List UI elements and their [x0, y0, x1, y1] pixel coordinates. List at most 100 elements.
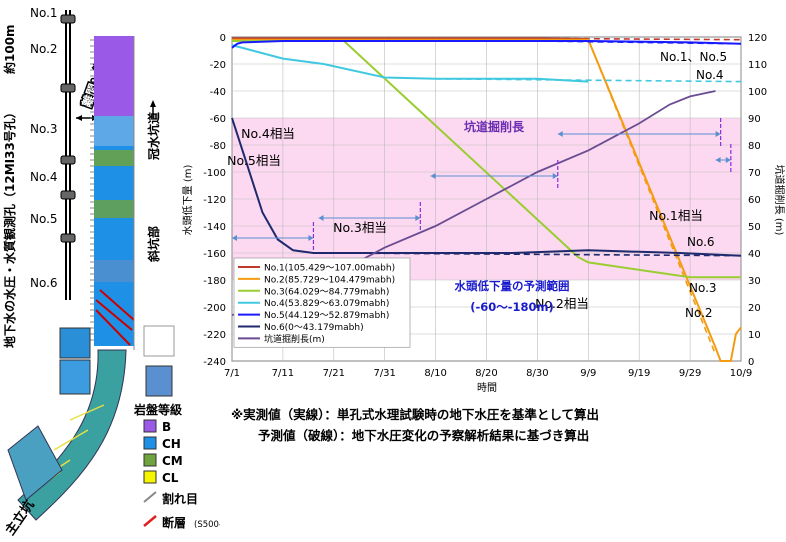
section-label-2: No.2 [30, 42, 58, 56]
section-label-6: No.6 [30, 276, 58, 290]
series-1-measured-line [232, 37, 589, 40]
y-axis-left-label: 水頭低下量 (m) [181, 165, 194, 236]
borehole-title: 地下水の水圧・水質観測孔（12MI33号孔） [2, 106, 17, 348]
series-plot-label-3: No.6 [687, 235, 715, 249]
y-right-tick: 0 [748, 357, 754, 368]
x-tick: 8/10 [424, 368, 446, 379]
water-gallery-label: 冠水坑道 [146, 112, 161, 160]
x-tick: 9/9 [580, 368, 596, 379]
x-tick: 7/31 [373, 368, 395, 379]
legend-entry-6: No.6(0～43.179mabh) [264, 323, 364, 333]
y-right-tick: 30 [748, 276, 761, 287]
rock-class-label-b: B [162, 420, 171, 434]
fracture-swatch [143, 491, 157, 503]
y-left-tick: -140 [203, 222, 226, 233]
y-right-tick: 60 [748, 195, 761, 206]
x-tick: 9/19 [628, 368, 650, 379]
gallery-box [59, 327, 91, 359]
y-right-tick: 20 [748, 303, 761, 314]
y-right-tick: 10 [748, 330, 761, 341]
y-left-tick: -180 [203, 276, 226, 287]
legend-entry-7: 坑道掘削長(m) [264, 333, 325, 345]
rock-legend-title: 岩盤等級 [133, 402, 182, 417]
y-left-tick: -220 [203, 330, 226, 341]
equivalent-label-3: No.3相当 [333, 220, 387, 235]
x-tick: 8/30 [526, 368, 548, 379]
y-right-tick: 90 [748, 114, 761, 125]
equivalent-label-2: No.4相当 [241, 126, 295, 141]
y-left-tick: -120 [203, 195, 226, 206]
y-right-tick: 40 [748, 249, 761, 260]
packer [60, 155, 76, 165]
y-left-tick: -240 [203, 357, 226, 368]
y-right-tick: 110 [748, 60, 767, 71]
main-shaft-label: 主立坑 [2, 497, 37, 538]
y-right-tick: 70 [748, 168, 761, 179]
legend-entry-5: No.5(44.129～52.879mabh) [264, 311, 389, 321]
fault-label: 断層 [162, 515, 186, 530]
y-left-tick: -60 [210, 114, 226, 125]
packer [60, 190, 76, 200]
packer [60, 14, 76, 24]
x-tick: 10/9 [730, 368, 752, 379]
fault-swatch [143, 515, 157, 527]
geology-panel: No.1 No.2 No.3 No.4 No.5 No.6 地下水の水圧・水質観測孔（12… [2, 6, 220, 538]
incline-label: 斜坑部 [146, 226, 161, 263]
borehole-length: 約100m [2, 24, 17, 74]
x-tick: 7/11 [272, 368, 294, 379]
equivalent-label-4: No.2相当 [535, 296, 589, 311]
section-label-1: No.1 [30, 6, 58, 20]
x-tick: 8/20 [475, 368, 497, 379]
series-2-predicted-line [587, 39, 717, 355]
equivalent-label-5: No.1相当 [649, 208, 703, 223]
rock-class-swatch-ch [143, 436, 157, 450]
section-label-4: No.4 [30, 170, 58, 184]
fracture-label: 割れ目 [162, 491, 198, 506]
legend-entry-3: No.3(64.029～84.779mabh) [264, 287, 389, 297]
section-label-5: No.5 [30, 212, 58, 226]
legend-entry-1: No.1(105.429～107.00mabh) [264, 264, 395, 274]
series-plot-label-4: No.3 [689, 281, 717, 295]
x-tick: 9/29 [679, 368, 701, 379]
y-left-tick: -160 [203, 249, 226, 260]
section-label-3: No.3 [30, 122, 58, 136]
x-axis-label: 時間 [477, 382, 497, 394]
series-plot-label-1: No.1、No.5 [660, 50, 727, 64]
y-right-tick: 80 [748, 141, 761, 152]
note-measured: ※実測値（実線）：単孔式水理試験時の地下水圧を基準として算出 [231, 407, 600, 422]
excavation-label: 坑道掘削長 [464, 119, 525, 134]
predicted-range-label: 水頭低下量の予測範囲 [455, 279, 570, 293]
x-tick: 7/21 [323, 368, 345, 379]
y-left-tick: -100 [203, 168, 226, 179]
predicted-range-value: (-60〜-180m) [470, 300, 554, 314]
equivalent-label-1: No.5相当 [227, 153, 281, 168]
series-2-measured-line [232, 38, 742, 362]
legend-entry-2: No.2(85.729～104.479mabh) [264, 275, 395, 285]
legend-box [233, 257, 411, 348]
y-right-tick: 120 [748, 33, 767, 44]
series-6-measured-line [231, 117, 742, 257]
rock-class-swatch-b [143, 419, 157, 433]
rock-class-label-ch: CH [162, 437, 181, 451]
rock-class-swatch-cl [143, 470, 157, 484]
packer [60, 233, 76, 243]
rock-class-label-cl: CL [162, 471, 179, 485]
y-left-tick: -40 [210, 87, 226, 98]
y-left-tick: -20 [210, 60, 226, 71]
series-plot-label-2: No.4 [696, 68, 724, 82]
y-right-tick: 50 [748, 222, 761, 233]
x-tick: 7/1 [224, 368, 240, 379]
packer [60, 83, 76, 93]
legend-entry-4: No.4(53.829～63.079mabh) [264, 299, 389, 309]
series-4-measured-line [231, 44, 589, 83]
y-axis-right-label: 坑道掘削長 (m) [773, 165, 786, 236]
y-left-tick: -200 [203, 303, 226, 314]
chart: 0 -20 -40 -60 -80 -100 -120 -140 -160 -180 -200 -22… [181, 33, 786, 394]
series-5-measured-line [231, 40, 742, 49]
y-left-tick: -80 [210, 141, 226, 152]
rock-class-label-cm: CM [162, 454, 183, 468]
y-left-tick: 0 [220, 33, 226, 44]
note-predicted: 予測値（破線）：地下水圧変化の予察解析結果に基づき算出 [258, 428, 590, 443]
y-right-tick: 100 [748, 87, 767, 98]
